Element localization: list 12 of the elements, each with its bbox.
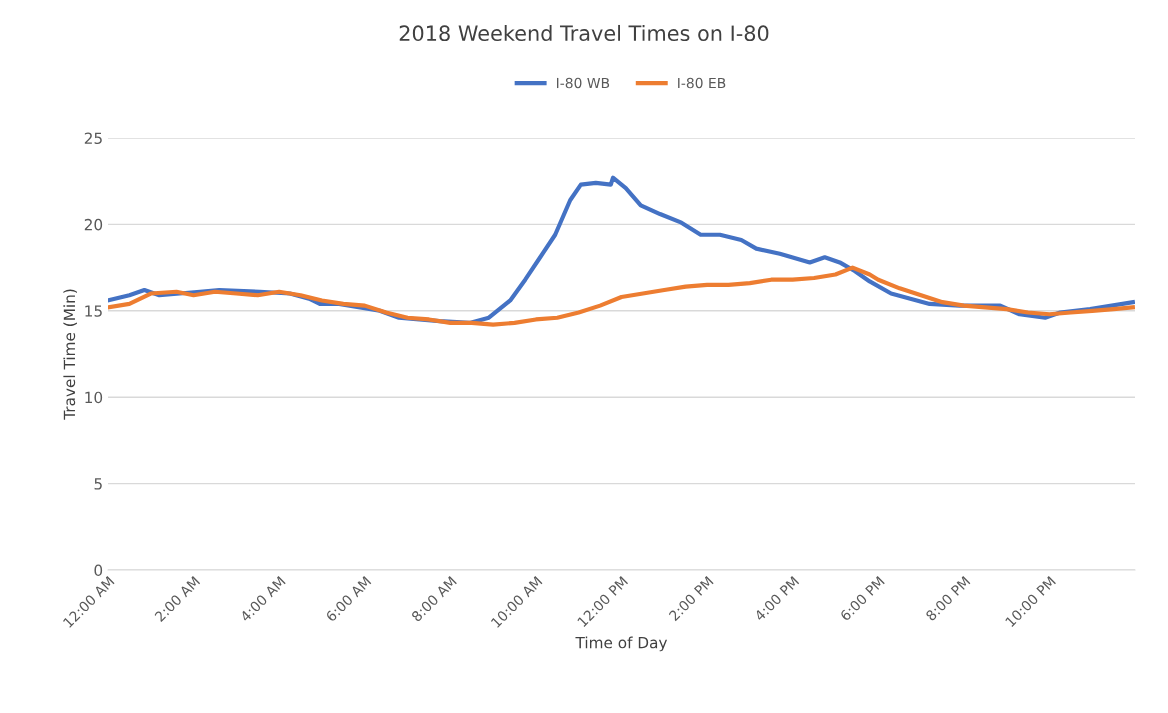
y-tick-label: 0 xyxy=(94,564,103,577)
legend-label: I-80 EB xyxy=(678,77,726,89)
chart-title: 2018 Weekend Travel Times on I-80 xyxy=(399,24,769,42)
x-axis-title: Time of Day xyxy=(575,636,668,652)
y-tick-label: 25 xyxy=(84,132,102,145)
line-series xyxy=(108,265,1135,327)
y-tick-label: 10 xyxy=(85,391,103,404)
y-axis-title: Travel Time (Min) xyxy=(63,289,77,420)
y-tick-label: 15 xyxy=(85,305,102,317)
y-tick-label: 20 xyxy=(84,218,103,231)
y-tick-label: 5 xyxy=(94,478,102,490)
legend-label: I-80 WB xyxy=(556,77,610,89)
